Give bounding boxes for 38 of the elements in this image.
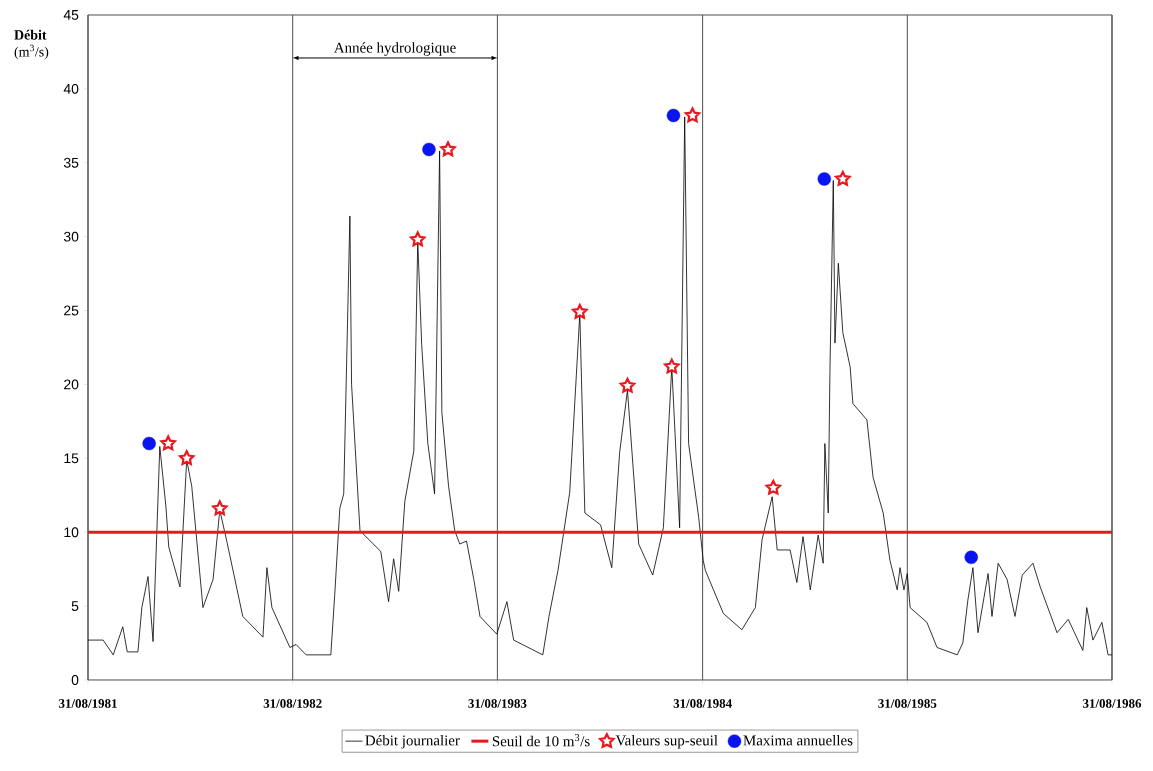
y-tick-label: 10: [64, 527, 79, 538]
point: [817, 172, 832, 186]
point: [572, 303, 588, 319]
point: [409, 231, 426, 247]
y-tick-label: 25: [64, 305, 79, 316]
point: [619, 377, 636, 393]
x-tick-label: 31/08/1985: [878, 699, 937, 708]
y-tick-label: 5: [71, 601, 79, 611]
x-tick-label: 31/08/1983: [468, 699, 527, 708]
point: [212, 500, 228, 516]
y-tick-label: 45: [63, 10, 79, 20]
annotation: Année hydrologique: [333, 42, 456, 56]
point: [440, 141, 456, 157]
legend-label: Valeurs sup-seuil: [615, 734, 718, 749]
y-tick-label: 15: [64, 453, 79, 464]
point: [666, 108, 681, 123]
point: [142, 436, 156, 451]
point: [964, 550, 978, 565]
x-tick-label: 31/08/1984: [673, 699, 732, 708]
y-tick-label: 40: [63, 83, 79, 94]
legend-label: Seuil de 10 m$^{3}$/s: [492, 734, 590, 747]
y-tick-label: 20: [64, 379, 79, 390]
point: [835, 170, 851, 186]
point: [664, 358, 680, 374]
x-tick-label: 31/08/1982: [263, 699, 322, 708]
y-tick-label: 35: [63, 157, 79, 168]
x-tick-label: 31/08/1981: [58, 699, 117, 708]
y-axis-title: Débit (m$^{3}$/s): [14, 29, 49, 60]
point: [178, 450, 195, 466]
legend-label: Maxima annuelles: [743, 734, 853, 746]
legend-label: Débit journalier: [365, 734, 460, 749]
y-tick-label: 0: [71, 675, 79, 685]
point: [422, 142, 436, 157]
point: [765, 479, 782, 495]
x-tick-label: 31/08/1986: [1082, 699, 1142, 708]
y-tick-label: 30: [63, 231, 79, 242]
point: [684, 107, 701, 123]
point: [160, 435, 176, 451]
